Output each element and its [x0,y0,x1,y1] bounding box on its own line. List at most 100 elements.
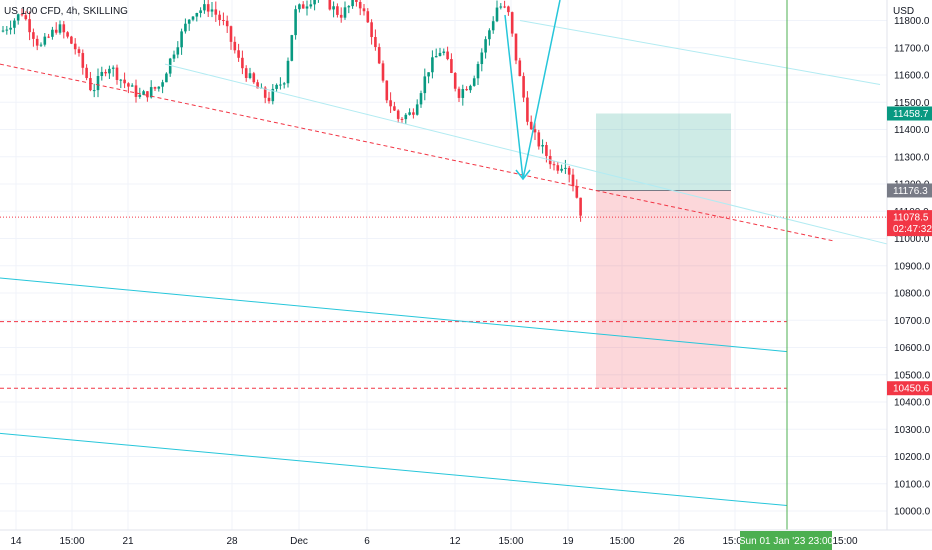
candle-down [526,97,529,122]
price-axis[interactable]: 11800.0 11700.0 11600.0 11500.0 11400.0 11300… [886,0,932,550]
candle-up [290,35,294,61]
candle-down [396,110,400,119]
price-tag-label: 11458.7 [893,109,929,120]
candle-up [499,6,503,8]
price-tags: 11458.7 11176.3 11078.502:47:32 10450.6 Sun … [739,106,932,550]
candle-down [537,132,541,147]
x-tick-label: 26 [673,536,685,547]
y-tick-label: 11300.0 [894,152,930,163]
candle-up [564,167,567,169]
candle-down [237,50,240,58]
candle-up [130,85,134,87]
candle-up [442,51,446,53]
candle-down [450,59,453,73]
candle-up [495,7,499,22]
candle-down [545,145,548,156]
candle-up [282,83,286,85]
candle-down [533,129,537,133]
candle-down [252,73,256,83]
candle-down [54,29,58,33]
candles [1,0,582,222]
candle-up [347,6,351,8]
candle-up [438,52,442,57]
candle-up [343,7,347,18]
candle-down [47,36,50,38]
y-tick-label: 10700.0 [894,316,931,327]
y-tick-label: 10600.0 [894,343,931,354]
grid [0,0,887,530]
candle-up [157,86,161,89]
y-tick-label: 11700.0 [894,43,930,54]
candle-up [541,145,544,147]
candle-up [138,94,142,97]
candle-up [351,0,354,7]
channel-line-light [519,20,881,86]
candle-down [374,37,377,48]
candle-down [465,89,468,91]
candle-up [298,4,301,10]
candle-up [96,76,100,91]
channel-line-light [164,63,888,245]
candle-up [469,85,472,91]
position-target-zone [596,113,731,191]
candle-up [195,13,199,17]
x-tick-label: 15:00 [498,536,523,547]
price-tag-countdown: 02:47:32 [893,224,932,235]
candle-down [370,22,373,38]
price-tag-label: 11078.5 [893,213,929,224]
price-tag [887,210,932,237]
candle-up [415,104,419,115]
candle-up [92,90,96,92]
candle-up [9,27,12,30]
candle-up [309,4,313,7]
candle-down [222,20,225,22]
candle-down [214,9,218,15]
candle-down [267,97,271,102]
candle-up [180,31,183,48]
y-tick-label: 11500.0 [894,98,930,109]
candle-down [389,100,392,107]
candle-up [560,168,563,171]
candle-up [172,54,176,59]
time-axis[interactable]: 14 15:00 21 28 Dec 6 12 15:00 19 15:00 26 15:00 15:0… [0,529,932,547]
candle-down [556,165,560,171]
candle-down [358,1,362,9]
candle-up [142,91,145,95]
candle-down [256,82,259,89]
candle-down [20,14,24,16]
candle-up [313,0,316,5]
drawings [0,0,888,530]
candle-down [241,57,244,69]
time-tag-label: Sun 01 Jan '23 23:00 [739,536,834,547]
candle-up [271,88,275,102]
candle-up [51,29,54,37]
candle-down [263,87,267,98]
y-tick-label: 10000.0 [894,507,931,518]
price-tag-label: 10450.6 [893,384,930,395]
candle-up [286,60,290,84]
y-tick-label: 10900.0 [894,261,931,272]
candle-down [514,33,518,61]
candle-down [366,11,370,23]
candle-up [431,57,434,73]
x-tick-label: 12 [449,536,461,547]
candle-up [187,19,191,24]
y-tick-label: 11400.0 [894,125,930,136]
candle-up [43,36,47,45]
candle-down [225,20,229,27]
candle-down [552,164,556,166]
x-tick-label: 19 [562,536,574,547]
candle-down [339,14,343,18]
candle-up [199,10,202,14]
candle-down [453,72,457,89]
candle-down [301,4,305,9]
candle-down [28,19,31,33]
x-tick-label: 28 [226,536,238,547]
y-tick-label: 11600.0 [894,71,930,82]
candle-up [305,6,309,9]
projection-arrow [515,169,531,181]
candle-down [62,24,66,33]
candle-up [488,30,491,40]
candle-up [248,73,252,78]
